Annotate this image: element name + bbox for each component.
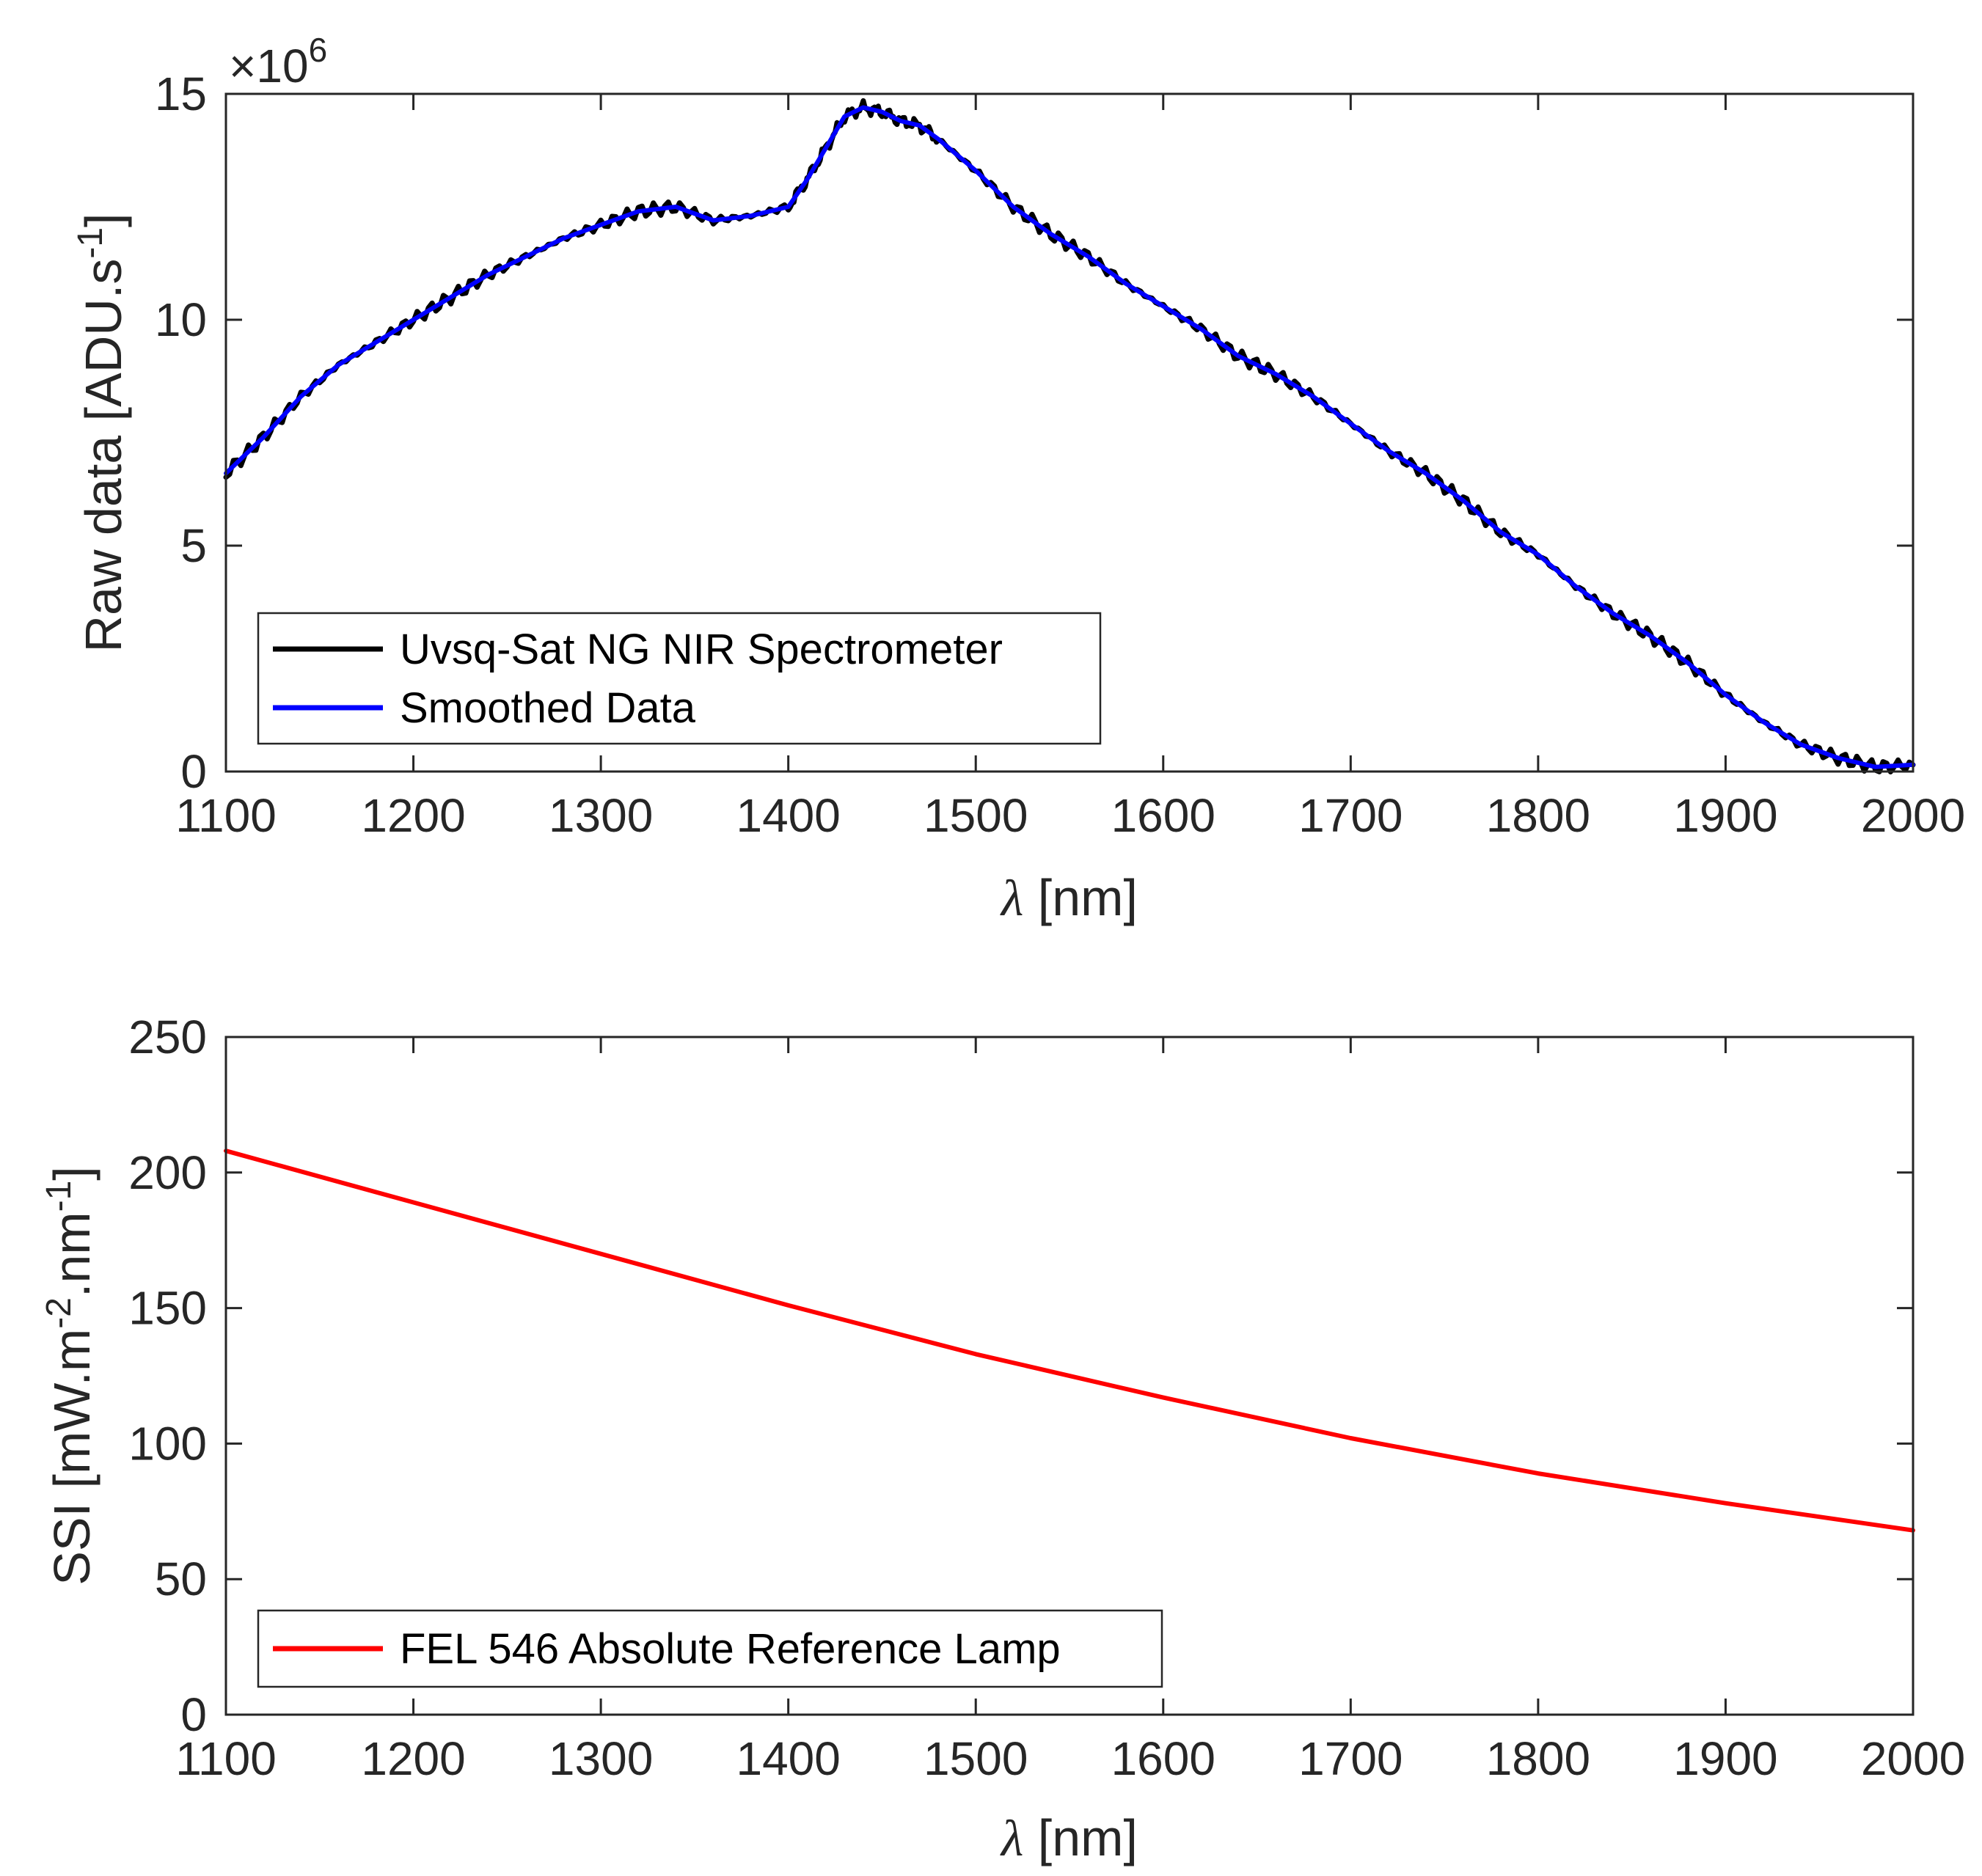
bottom-series-group — [224, 1148, 1915, 1533]
y-tick-label: 200 — [128, 1146, 207, 1199]
x-tick-label: 1200 — [361, 789, 465, 842]
y-tick-label: 150 — [128, 1282, 207, 1335]
top-y-multiplier: ×106 — [229, 31, 327, 92]
top-y-tick-labels: 0 5 10 15 — [155, 67, 207, 798]
x-tick-label: 2000 — [1861, 1732, 1965, 1785]
x-tick-label: 1800 — [1486, 789, 1590, 842]
y-tick-label: 5 — [180, 519, 207, 572]
x-tick-label: 1900 — [1673, 789, 1777, 842]
bottom-legend-box — [257, 1609, 1163, 1688]
x-tick-label: 1100 — [175, 789, 277, 842]
legend-label-raw: Uvsq-Sat NG NIR Spectrometer — [400, 626, 1003, 673]
x-tick-label: 1900 — [1673, 1732, 1777, 1785]
top-x-axis-label: λ [nm] — [1000, 869, 1138, 927]
x-tick-label: 1800 — [1486, 1732, 1590, 1785]
y-tick-label: 15 — [155, 67, 207, 120]
bottom-x-axis-label: λ [nm] — [1000, 1809, 1138, 1867]
legend-label-lamp: FEL 546 Absolute Reference Lamp — [400, 1625, 1061, 1673]
x-tick-label: 1500 — [924, 1732, 1028, 1785]
bottom-axes-box — [224, 1036, 1915, 1716]
top-y-axis-label: Raw data [ADU.s-1] — [71, 213, 132, 652]
legend-label-smoothed: Smoothed Data — [400, 684, 696, 732]
series-line-fel-546-absolute-reference-lamp — [224, 1148, 1915, 1533]
y-tick-label: 0 — [180, 1688, 207, 1741]
top-axes-box — [224, 92, 1915, 773]
bottom-x-tick-labels: 1100 1200 1300 1400 1500 1600 1700 1800 1900 2000 — [175, 1732, 1965, 1785]
x-tick-label: 1500 — [924, 789, 1028, 842]
x-tick-label: 1100 — [175, 1732, 277, 1785]
x-tick-label: 1700 — [1298, 789, 1403, 842]
bottom-y-axis-label: SSI [mW.m-2.nm-1] — [40, 1166, 100, 1586]
x-tick-label: 1400 — [736, 789, 840, 842]
y-tick-label: 0 — [180, 745, 207, 798]
top-legend: Uvsq-Sat NG NIR Spectrometer Smoothed Da… — [257, 612, 1102, 745]
y-tick-label: 50 — [155, 1553, 207, 1605]
x-tick-label: 1600 — [1111, 789, 1215, 842]
x-tick-label: 1700 — [1298, 1732, 1403, 1785]
bottom-legend: FEL 546 Absolute Reference Lamp — [257, 1609, 1163, 1688]
bottom-panel: 1100 1200 1300 1400 1500 1600 1700 1800 1900 2000… — [40, 1011, 1965, 1867]
x-tick-label: 1600 — [1111, 1732, 1215, 1785]
y-tick-label: 10 — [155, 293, 207, 346]
x-tick-label: 1300 — [549, 1732, 653, 1785]
x-tick-label: 1200 — [361, 1732, 465, 1785]
y-tick-label: 250 — [128, 1011, 207, 1063]
bottom-y-tick-labels: 0 50 100 150 200 250 — [128, 1011, 207, 1741]
top-legend-box — [257, 612, 1102, 745]
top-panel: 1100 1200 1300 1400 1500 1600 1700 1800 1900 2000… — [71, 31, 1965, 927]
y-tick-label: 100 — [128, 1417, 207, 1470]
x-tick-label: 1400 — [736, 1732, 840, 1785]
bottom-ticks — [224, 1036, 1915, 1716]
x-tick-label: 1300 — [549, 789, 653, 842]
series-line-smoothed-data — [224, 105, 1915, 769]
top-ticks — [224, 92, 1915, 773]
top-series-group — [223, 98, 1916, 774]
x-tick-label: 2000 — [1861, 789, 1965, 842]
top-x-tick-labels: 1100 1200 1300 1400 1500 1600 1700 1800 1900 2000 — [175, 789, 1965, 842]
